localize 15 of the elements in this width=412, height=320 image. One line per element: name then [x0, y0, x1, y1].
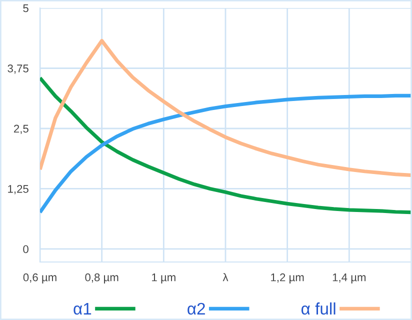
x-tick-label: 1,4 µm — [332, 274, 366, 284]
y-tick-label: 3,75 — [8, 64, 28, 74]
x-tick-label: 0,6 µm — [23, 273, 56, 284]
y-tick-label: 2,5 — [14, 124, 28, 134]
y-tick-label: 0 — [23, 245, 28, 254]
line-series — [40, 38, 411, 178]
legend-label: α full — [301, 302, 336, 315]
legend-label: α2 — [188, 302, 205, 315]
x-tick-label: 1 µm — [152, 274, 176, 284]
x-tick-label: 1,2 µm — [271, 273, 304, 284]
x-tick-label: 0,8 µm — [85, 273, 118, 284]
y-tick-label: 1,25 — [8, 185, 28, 194]
legend-label: α1 — [74, 303, 92, 315]
x-tick-label: λ — [222, 273, 228, 282]
y-tick-label: 5 — [23, 4, 28, 12]
